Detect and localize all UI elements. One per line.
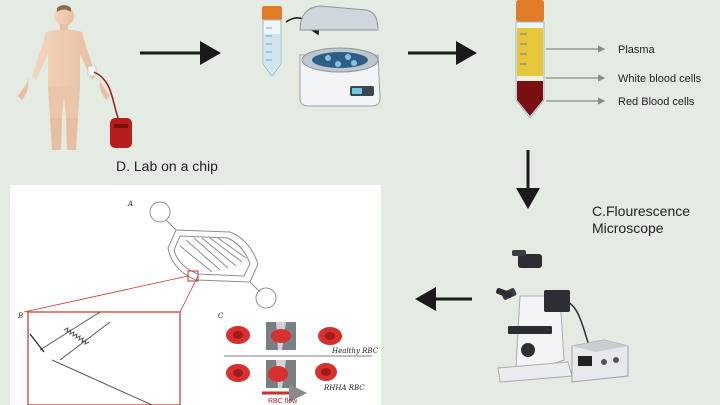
channel-detail bbox=[39, 311, 153, 405]
white-blood-cells-label: White blood cells bbox=[618, 73, 702, 85]
chip-figure-panel: A B C bbox=[10, 185, 381, 405]
centrifuge-icon bbox=[299, 5, 381, 107]
rhha-rbc-label: RHHA RBC bbox=[323, 384, 365, 392]
blood-bag-icon bbox=[110, 118, 132, 148]
centrifuge-tube-icon bbox=[262, 6, 282, 77]
chip-outline bbox=[149, 201, 277, 309]
lab-on-chip-label: D. Lab on a chip bbox=[116, 158, 218, 174]
panel-b-label: B bbox=[17, 312, 23, 320]
rhha-rbc-row bbox=[226, 360, 337, 388]
fluorescence-label-line2: Microscope bbox=[592, 220, 664, 236]
red-blood-cells-label: Red Blood cells bbox=[618, 96, 695, 108]
human-figure-icon bbox=[18, 5, 119, 150]
rbc-flow-label: RBC flow bbox=[268, 398, 298, 405]
plasma-label: Plasma bbox=[618, 44, 656, 56]
healthy-rbc-row bbox=[226, 322, 342, 350]
separated-tube-icon bbox=[515, 0, 545, 119]
healthy-rbc-label: Healthy RBC bbox=[331, 347, 379, 355]
zoom-box-large bbox=[27, 311, 181, 405]
fluorescence-label-line1: C.Flourescence bbox=[592, 203, 690, 219]
panel-c-label: C bbox=[218, 312, 224, 320]
panel-a-label: A bbox=[127, 200, 133, 208]
microscope-icon bbox=[496, 250, 573, 383]
power-supply-icon bbox=[571, 339, 629, 383]
